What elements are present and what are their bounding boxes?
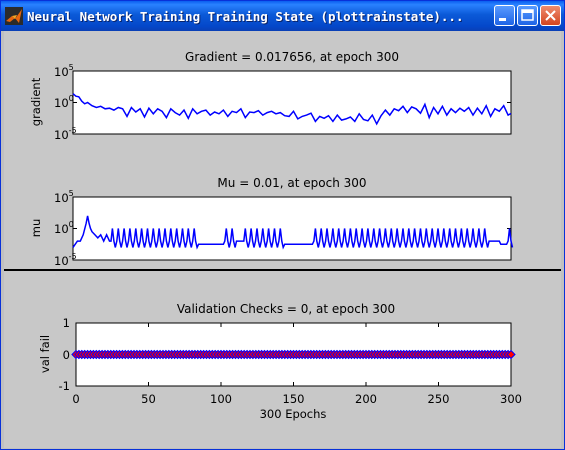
gradient-axes[interactable]: Gradient = 0.017656, at epoch 300 gradie… bbox=[29, 50, 512, 142]
gradient-ytick-bottom: 10-5 bbox=[54, 126, 77, 142]
val-fail-xtick-label: 300 bbox=[500, 392, 522, 406]
gradient-series-line bbox=[72, 93, 512, 126]
mu-axes[interactable]: Mu = 0.01, at epoch 300 mu 105 100 10-5 bbox=[29, 176, 514, 268]
val-fail-xtick-label: 0 bbox=[72, 392, 79, 406]
mu-ytick-mid: 100 bbox=[54, 220, 74, 236]
maximize-icon bbox=[521, 9, 534, 21]
gradient-ytick-top: 105 bbox=[54, 63, 74, 79]
val-fail-axes[interactable]: Validation Checks = 0, at epoch 300 val … bbox=[38, 302, 522, 421]
val-fail-xtick-label: 100 bbox=[210, 392, 232, 406]
close-icon bbox=[545, 10, 556, 21]
val-fail-marker bbox=[506, 349, 516, 360]
val-fail-ylabel: val fail bbox=[38, 335, 52, 373]
val-fail-ytick-1: 1 bbox=[63, 316, 70, 330]
val-fail-markers bbox=[71, 349, 516, 360]
gradient-plot-area[interactable] bbox=[72, 70, 512, 135]
matlab-app-icon[interactable] bbox=[5, 7, 23, 25]
mu-ytick-top: 105 bbox=[54, 189, 74, 205]
val-fail-xtick-label: 50 bbox=[141, 392, 156, 406]
val-fail-ytick-0: 0 bbox=[63, 348, 70, 362]
close-button[interactable] bbox=[540, 5, 561, 26]
val-fail-xtick-label: 150 bbox=[283, 392, 305, 406]
mu-series-line bbox=[72, 215, 514, 250]
val-fail-title: Validation Checks = 0, at epoch 300 bbox=[177, 302, 395, 316]
val-fail-xtick-label: 200 bbox=[355, 392, 377, 406]
val-fail-xticks: 0 50 100 150 200 250 300 bbox=[72, 323, 522, 406]
val-fail-xtick-label: 250 bbox=[428, 392, 450, 406]
gradient-ylabel: gradient bbox=[29, 77, 43, 126]
minimize-icon bbox=[499, 18, 506, 21]
mu-yticks: 105 100 10-5 bbox=[54, 189, 511, 268]
figure-client-area: Gradient = 0.017656, at epoch 300 gradie… bbox=[4, 31, 561, 448]
gradient-ytick-mid: 100 bbox=[54, 94, 74, 110]
val-fail-ytick-neg1: -1 bbox=[59, 379, 70, 393]
mu-plot-area[interactable] bbox=[72, 196, 512, 261]
minimize-button[interactable] bbox=[494, 5, 515, 26]
gradient-yticks: 105 100 10-5 bbox=[54, 63, 511, 142]
mu-title: Mu = 0.01, at epoch 300 bbox=[217, 176, 366, 190]
title-bar[interactable]: Neural Network Training Training State (… bbox=[1, 1, 564, 31]
plot-canvas: Gradient = 0.017656, at epoch 300 gradie… bbox=[4, 50, 561, 421]
gradient-title: Gradient = 0.017656, at epoch 300 bbox=[185, 50, 399, 64]
mu-ytick-bottom: 10-5 bbox=[54, 252, 77, 268]
maximize-button[interactable] bbox=[517, 5, 538, 26]
window-title: Neural Network Training Training State (… bbox=[27, 9, 464, 24]
val-fail-xlabel: 300 Epochs bbox=[260, 407, 327, 421]
mu-ylabel: mu bbox=[29, 219, 43, 238]
